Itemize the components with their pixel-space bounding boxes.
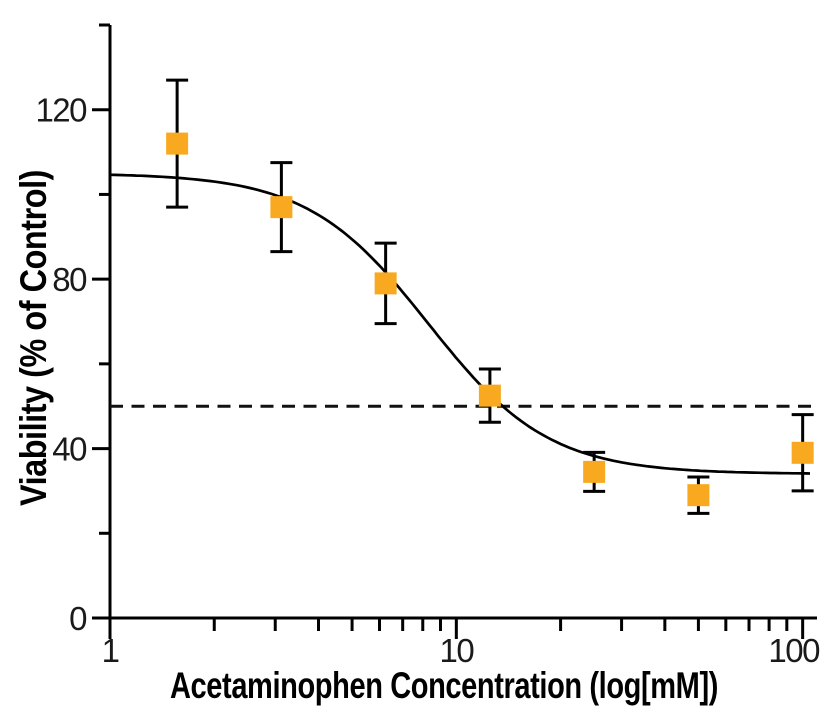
y-tick-label: 80 <box>52 261 87 298</box>
data-point-marker <box>791 441 814 464</box>
y-tick-label: 0 <box>69 600 87 637</box>
fit-curve <box>109 173 811 475</box>
y-tick-label: 120 <box>35 92 87 129</box>
x-tick-label: 1 <box>102 632 119 669</box>
data-point-marker <box>374 272 397 295</box>
x-axis-title: Acetaminophen Concentration (log[mM]) <box>170 665 718 706</box>
y-axis-title: Viability (% of Control) <box>13 170 54 506</box>
data-point-marker <box>270 196 293 219</box>
data-point-marker <box>478 384 501 407</box>
y-tick-label: 40 <box>52 431 87 468</box>
data-point-marker <box>687 484 710 507</box>
data-point-marker <box>166 132 189 155</box>
x-tick-label: 10 <box>439 632 474 669</box>
x-tick-label: 100 <box>768 632 820 669</box>
data-point-marker <box>583 460 606 483</box>
